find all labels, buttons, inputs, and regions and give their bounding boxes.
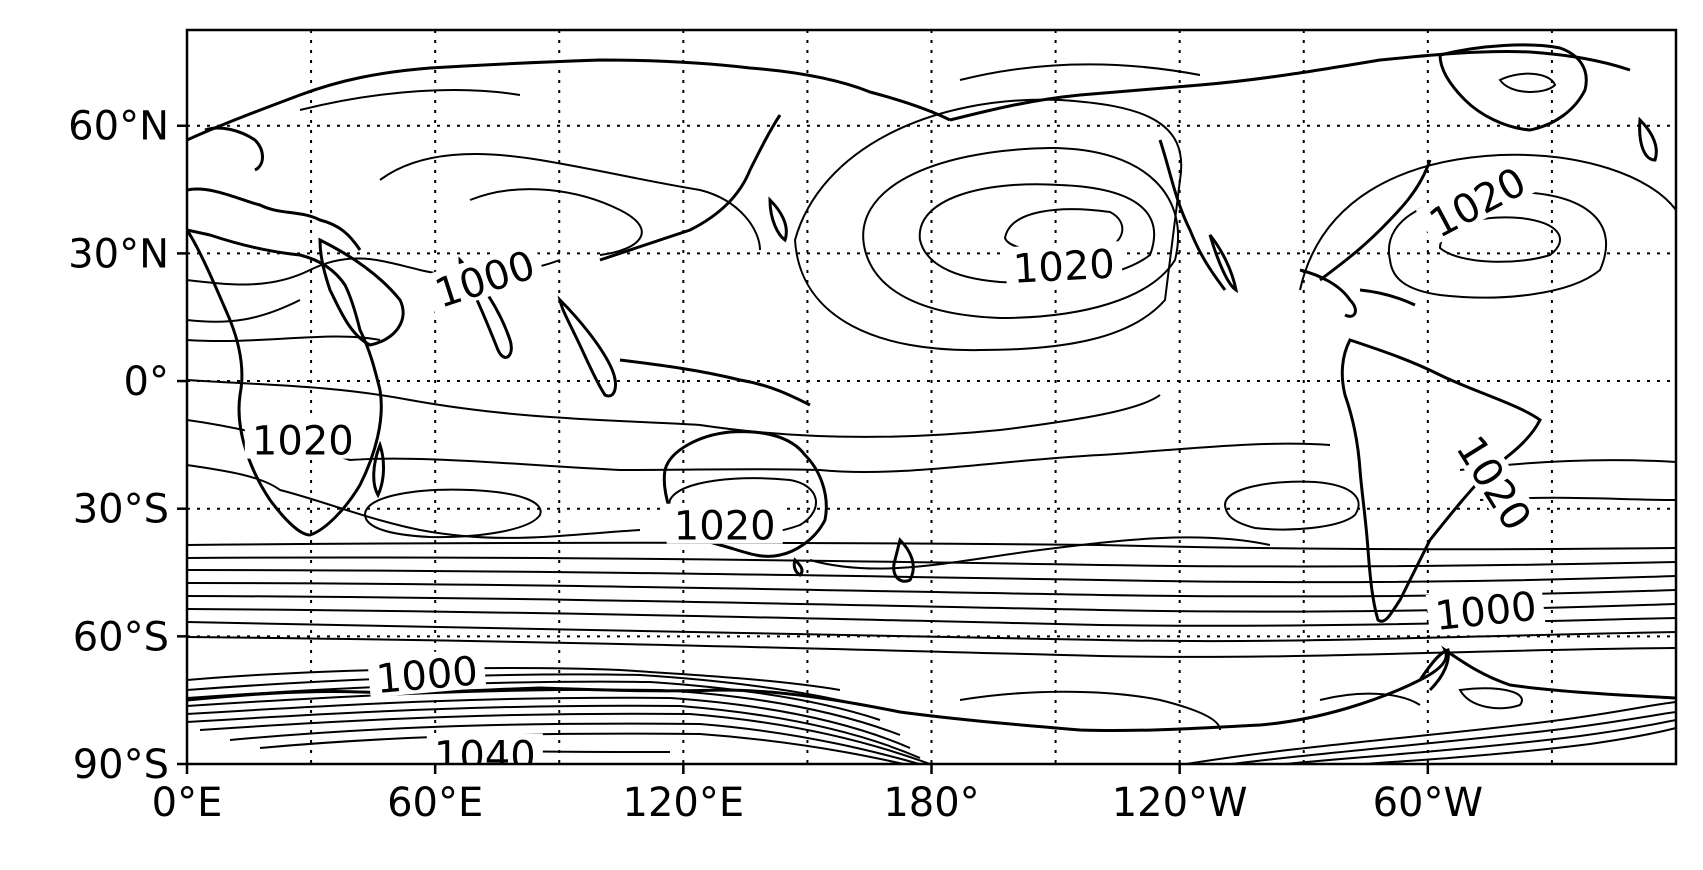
greenland-coastline (1438, 43, 1588, 132)
contour-label: 1020 (1422, 159, 1533, 247)
contour-label: 1020 (252, 419, 354, 465)
contour-label: 1000 (1433, 584, 1539, 640)
north-america-west-coastline (1158, 139, 1227, 291)
x-tick-label: 120°W (1112, 780, 1248, 826)
y-tick-label: 30°S (73, 487, 169, 533)
y-tick-label: 90°S (73, 742, 169, 788)
contour-label-background (422, 240, 546, 314)
north-america-coastline (949, 50, 1631, 122)
eurasia-coastline (187, 58, 951, 142)
coastlines (187, 43, 1676, 733)
south-subtropical-1 (187, 419, 1331, 474)
contour-label-group: 1000 (367, 647, 487, 703)
contour-label-background (244, 418, 361, 459)
arctic-contour (959, 63, 1201, 81)
south-subtropical-2 (187, 464, 641, 539)
latitude-ticks: 60°N 30°N 0° 30°S 60°S 90°S (68, 104, 187, 788)
madagascar-coastline (372, 440, 385, 499)
indonesia-coastline (619, 358, 811, 407)
caribbean-coastline (1359, 288, 1416, 307)
longitude-ticks: 0°E 60°E 120°E 180° 120°W 60°W (152, 764, 1483, 826)
contour-label: 1040 (434, 733, 536, 779)
contour-label-background (1004, 241, 1123, 288)
indian-high (363, 488, 542, 539)
north-america-east-coastline (1319, 159, 1432, 282)
equatorial-contour-2 (187, 379, 1161, 438)
map-plot-area: 1000 1020 1020 1020 1020 1020 1000 1000 1040 (187, 30, 1676, 779)
contour-label-group: 1020 (666, 503, 783, 550)
contour-label-group: 1000 (1425, 582, 1546, 640)
isobar-contours (187, 63, 1676, 764)
siberia-contour (299, 89, 521, 111)
y-tick-label: 30°N (68, 231, 169, 277)
southern-band-3 (187, 569, 1676, 584)
africa-coastline (187, 228, 383, 537)
contour-label-background (1415, 155, 1538, 246)
africa-contour (187, 299, 301, 323)
x-tick-label: 60°E (387, 780, 483, 826)
south-subtropical-3 (809, 536, 1271, 570)
equatorial-contour-1 (187, 335, 381, 343)
contour-label-background (1448, 422, 1544, 542)
tasmania-coastline (792, 557, 804, 577)
contour-labels: 1000 1020 1020 1020 1020 1020 1000 1000 1040 (244, 155, 1546, 779)
south-america-coastline (1340, 338, 1542, 623)
x-tick-label: 0°E (152, 780, 223, 826)
y-tick-label: 0° (124, 359, 169, 405)
contour-label-background (367, 647, 487, 698)
east-asia-coastline (599, 114, 782, 262)
y-tick-label: 60°S (73, 614, 169, 660)
x-tick-label: 60°W (1373, 780, 1483, 826)
asia-contour-2 (379, 153, 761, 251)
contour-label-background (1425, 582, 1546, 635)
pacific-high-outer (862, 146, 1180, 320)
contour-label: 1020 (1447, 428, 1540, 539)
seasia-coastline (557, 295, 617, 398)
contour-label-group: 1020 (1004, 241, 1123, 293)
contour-label-group: 1020 (1447, 422, 1544, 542)
southern-band-1 (187, 541, 1676, 551)
antarctic-peninsula-coastline (1418, 648, 1450, 692)
pacific-high-mid (918, 183, 1156, 284)
y-tick-label: 60°N (68, 104, 169, 150)
baja-coastline (1208, 234, 1239, 294)
uk-coastline (1638, 116, 1658, 162)
japan-coastline (768, 196, 788, 243)
pacific-contour-4 (793, 98, 1183, 352)
arabia-coastline (318, 237, 405, 347)
south-pacific-high (1223, 480, 1360, 531)
scandinavia-coastline (204, 126, 264, 172)
x-tick-label: 180° (883, 780, 979, 826)
antarctic-contours (187, 667, 1676, 764)
new-zealand-coastline (892, 537, 915, 583)
europe-south-coastline (187, 187, 362, 251)
contour-label-group: 1000 (422, 240, 546, 317)
gulf-coastline (1299, 268, 1357, 318)
asia-contour-3 (469, 188, 643, 256)
contour-label-group: 1020 (244, 418, 361, 465)
atlantic-contour-3 (1299, 153, 1676, 291)
contour-label-background (666, 503, 783, 544)
contour-label: 1000 (430, 242, 541, 317)
contour-label: 1020 (1012, 242, 1116, 293)
x-tick-label: 120°E (623, 780, 745, 826)
southern-band-2 (187, 556, 1676, 568)
greenland-contour (1498, 72, 1557, 93)
contour-label: 1000 (374, 648, 479, 703)
contour-label: 1020 (674, 504, 776, 550)
contour-label-group: 1040 (426, 733, 543, 779)
contour-label-background (426, 733, 543, 764)
southern-band-8 (187, 636, 1676, 658)
contour-label-group: 1020 (1415, 155, 1538, 247)
